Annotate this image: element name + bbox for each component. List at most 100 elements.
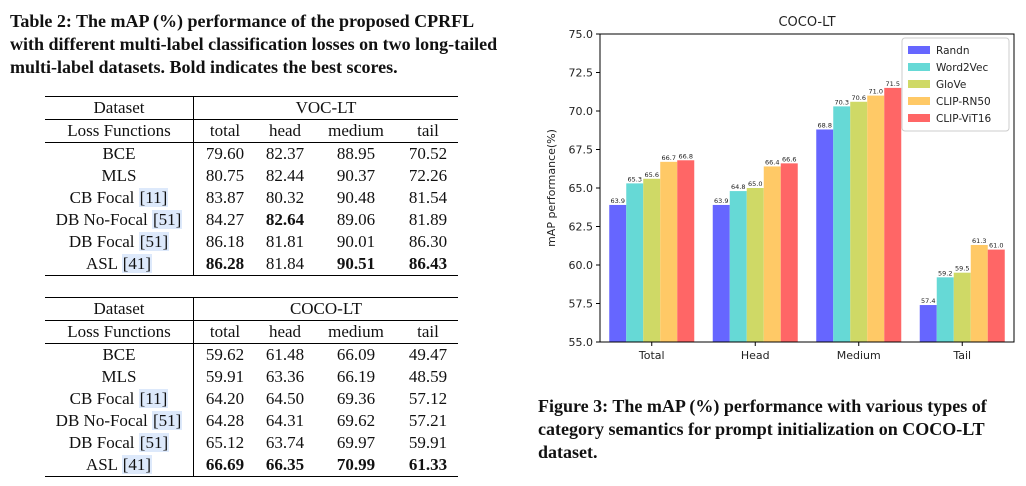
dataset-name: COCO-LT — [193, 297, 458, 321]
value-cell: 63.36 — [265, 367, 305, 386]
column-header: head — [256, 320, 314, 344]
value-cell: 61.33 — [398, 454, 458, 477]
loss-name: MLS — [101, 367, 137, 386]
bar — [936, 277, 954, 342]
loss-name: DB No-Focal — [55, 411, 148, 430]
bar — [660, 161, 678, 342]
legend-label: Word2Vec — [936, 62, 988, 74]
citation-link[interactable]: [51] — [138, 232, 170, 251]
value-cell: 82.64 — [265, 210, 305, 229]
y-tick-label: 70.0 — [569, 105, 594, 118]
column-header: head — [256, 119, 314, 143]
value-cell: 69.97 — [336, 433, 376, 452]
value-cell: 59.62 — [193, 343, 256, 366]
loss-name-cell: DB Focal [51] — [45, 432, 194, 454]
citation-link[interactable]: [41] — [121, 254, 153, 273]
value-cell: 57.12 — [408, 389, 448, 408]
value-cell: 70.52 — [398, 142, 458, 165]
loss-name-cell: BCE — [45, 343, 194, 366]
value-cell: 86.43 — [398, 253, 458, 276]
loss-name-cell: DB No-Focal [51] — [45, 209, 194, 231]
value-cell: 64.31 — [265, 411, 305, 430]
citation-link[interactable]: [11] — [138, 389, 169, 408]
citation-link[interactable]: [51] — [152, 210, 183, 229]
column-header-row: Loss Functions total head medium tail — [45, 119, 458, 143]
value-cell: 79.60 — [193, 142, 256, 165]
value-cell: 81.89 — [408, 210, 448, 229]
x-tick-label: Medium — [837, 349, 881, 362]
bar — [867, 95, 885, 342]
value-cell: 61.48 — [256, 343, 314, 366]
table-caption: Table 2: The mAP (%) performance of the … — [10, 11, 498, 77]
value-cell: 86.28 — [193, 253, 256, 276]
bar — [746, 188, 764, 342]
value-cell: 90.51 — [314, 253, 398, 276]
bar — [919, 305, 937, 342]
value-cell: 66.19 — [336, 367, 376, 386]
legend-box — [901, 37, 1010, 132]
loss-name: ASL — [85, 254, 118, 273]
citation-link[interactable]: [41] — [121, 455, 153, 474]
dataset-label: Dataset — [45, 96, 194, 120]
bar-value-label: 70.6 — [852, 94, 866, 102]
table-row: BCE 59.62 61.48 66.09 49.47 — [45, 343, 458, 366]
citation-link[interactable]: [51] — [138, 433, 170, 452]
legend-label: GloVe — [936, 79, 966, 91]
loss-name-cell: CB Focal [11] — [45, 388, 194, 410]
chart-title: COCO-LT — [778, 15, 835, 30]
bar-value-label: 57.4 — [921, 297, 935, 305]
citation-link[interactable]: [11] — [138, 188, 169, 207]
y-tick-label: 55.0 — [569, 336, 594, 349]
value-cell: 80.75 — [205, 166, 245, 185]
value-cell: 65.12 — [205, 433, 245, 452]
column-header: tail — [398, 320, 458, 344]
loss-name: CB Focal — [69, 188, 135, 207]
dataset-name: VOC-LT — [193, 96, 458, 120]
column-header: total — [193, 320, 256, 344]
value-cell: 82.37 — [256, 142, 314, 165]
figure-caption: Figure 3: The mAP (%) performance with v… — [538, 396, 987, 462]
table-row: MLS 80.75 82.44 90.37 72.26 — [45, 165, 458, 187]
loss-name: BCE — [102, 345, 136, 364]
column-header: tail — [398, 119, 458, 143]
value-cell: 64.20 — [205, 389, 245, 408]
value-cell: 57.21 — [408, 411, 448, 430]
value-cell: 89.06 — [336, 210, 376, 229]
bar — [763, 166, 781, 342]
legend-swatch — [908, 97, 930, 105]
value-cell: 48.59 — [408, 367, 448, 386]
citation-link[interactable]: [51] — [152, 411, 183, 430]
value-cell: 64.28 — [205, 411, 245, 430]
bar — [970, 244, 988, 342]
bar — [884, 87, 902, 343]
bar-value-label: 59.2 — [938, 269, 952, 277]
y-tick-label: 67.5 — [569, 144, 594, 157]
dataset-label: Dataset — [45, 297, 194, 321]
value-cell: 69.36 — [336, 389, 376, 408]
y-tick-label: 57.5 — [569, 298, 594, 311]
value-cell: 90.37 — [336, 166, 376, 185]
bar-value-label: 66.7 — [662, 154, 676, 162]
bar — [643, 178, 661, 342]
loss-name: DB Focal — [68, 433, 135, 452]
bar-value-label: 63.9 — [611, 197, 625, 205]
header-row: Dataset VOC-LT — [45, 96, 458, 120]
loss-name-cell: DB No-Focal [51] — [45, 410, 194, 432]
bar — [953, 272, 971, 342]
y-tick-label: 75.0 — [569, 28, 594, 41]
table-row: DB Focal [51] 86.18 81.81 90.01 86.30 — [45, 231, 458, 253]
loss-name-cell: CB Focal [11] — [45, 187, 194, 209]
value-cell: 86.30 — [408, 232, 448, 251]
bar — [626, 183, 644, 342]
legend-swatch — [908, 63, 930, 71]
x-tick-label: Tail — [952, 349, 971, 362]
value-cell: 90.01 — [336, 232, 376, 251]
bar — [850, 101, 868, 342]
bar-value-label: 66.6 — [782, 155, 796, 163]
legend-swatch — [908, 80, 930, 88]
bar — [816, 129, 834, 342]
value-cell: 63.74 — [265, 433, 305, 452]
loss-name: MLS — [101, 166, 137, 185]
bar-value-label: 71.5 — [886, 80, 900, 88]
bar — [833, 106, 851, 342]
